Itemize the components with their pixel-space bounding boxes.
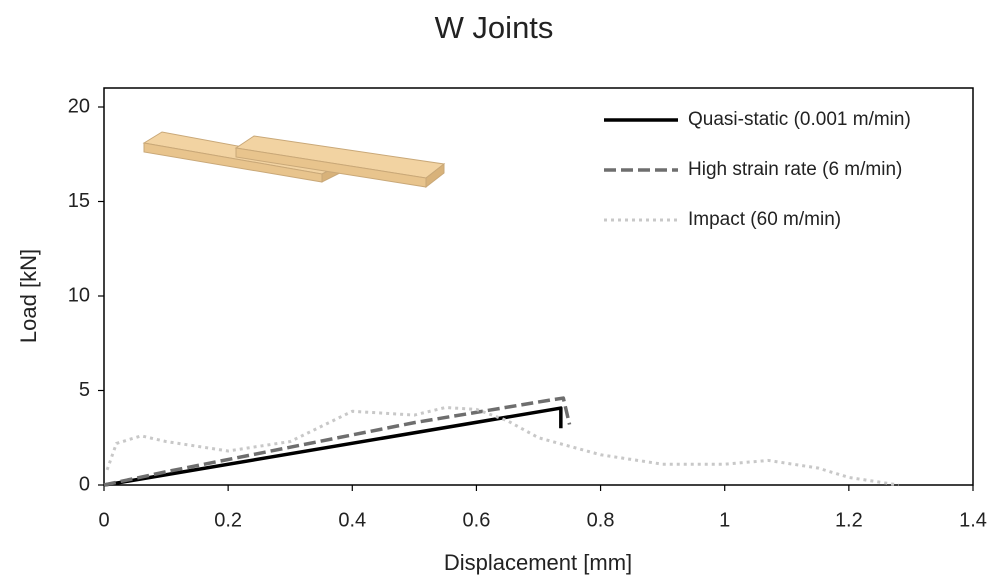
legend-label: Impact (60 m/min) — [688, 209, 841, 230]
x-tick-label: 0.8 — [587, 509, 615, 531]
chart-title: W Joints — [435, 10, 554, 45]
y-tick-label: 0 — [79, 473, 90, 495]
legend-label: High strain rate (6 m/min) — [688, 159, 902, 180]
x-tick-label: 1 — [719, 509, 730, 531]
x-tick-label: 0.6 — [463, 509, 491, 531]
x-tick-label: 0.4 — [338, 509, 366, 531]
joint-illustration — [142, 131, 446, 189]
y-tick-label: 5 — [79, 379, 90, 401]
x-tick-label: 1.2 — [835, 509, 863, 531]
y-tick-label: 20 — [68, 95, 90, 117]
series-line — [105, 406, 899, 487]
plot-frame — [103, 87, 974, 486]
x-axis-label: Displacement [mm] — [444, 550, 632, 575]
x-tick-label: 1.4 — [959, 509, 987, 531]
series-line — [103, 396, 572, 487]
legend-label: Quasi-static (0.001 m/min) — [688, 109, 911, 130]
y-axis-label: Load [kN] — [16, 249, 41, 343]
x-tick-label: 0 — [98, 509, 109, 531]
x-tick-label: 0.2 — [214, 509, 242, 531]
y-tick-label: 15 — [68, 190, 90, 212]
y-tick-label: 10 — [68, 284, 90, 306]
